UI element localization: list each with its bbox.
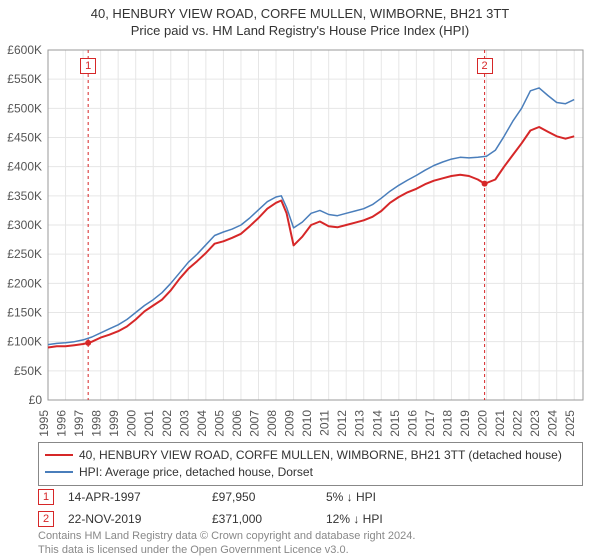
footer-line: This data is licensed under the Open Gov…	[38, 544, 583, 558]
svg-text:2010: 2010	[300, 410, 314, 437]
svg-text:£150K: £150K	[7, 306, 42, 320]
svg-text:£300K: £300K	[7, 218, 42, 232]
marker-date: 14-APR-1997	[68, 490, 198, 504]
marker-row: 2 22-NOV-2019 £371,000 12% ↓ HPI	[38, 508, 583, 530]
svg-text:2007: 2007	[247, 410, 261, 437]
svg-text:2019: 2019	[458, 410, 472, 437]
svg-text:2017: 2017	[423, 410, 437, 437]
footer: Contains HM Land Registry data © Crown c…	[38, 530, 583, 558]
legend-swatch-icon	[45, 471, 73, 473]
svg-text:£50K: £50K	[14, 364, 42, 378]
svg-text:£250K: £250K	[7, 247, 42, 261]
svg-text:2025: 2025	[563, 410, 577, 437]
svg-text:£100K: £100K	[7, 335, 42, 349]
svg-text:2018: 2018	[440, 410, 454, 437]
svg-text:2013: 2013	[353, 410, 367, 437]
svg-text:2009: 2009	[283, 410, 297, 437]
marker-hpi: 12% ↓ HPI	[326, 512, 446, 526]
svg-text:2020: 2020	[476, 410, 490, 437]
svg-text:2000: 2000	[125, 410, 139, 437]
chart-title: 40, HENBURY VIEW ROAD, CORFE MULLEN, WIM…	[0, 6, 600, 21]
svg-text:£600K: £600K	[7, 43, 42, 57]
svg-text:2023: 2023	[528, 410, 542, 437]
svg-text:2002: 2002	[160, 410, 174, 437]
svg-text:2008: 2008	[265, 410, 279, 437]
svg-text:2014: 2014	[370, 410, 384, 437]
svg-text:2004: 2004	[195, 410, 209, 437]
svg-text:2006: 2006	[230, 410, 244, 437]
svg-text:£550K: £550K	[7, 72, 42, 86]
footer-line: Contains HM Land Registry data © Crown c…	[38, 530, 583, 544]
svg-text:2016: 2016	[405, 410, 419, 437]
svg-text:£450K: £450K	[7, 131, 42, 145]
legend-row: HPI: Average price, detached house, Dors…	[45, 464, 576, 481]
chart-subtitle: Price paid vs. HM Land Registry's House …	[0, 23, 600, 38]
svg-text:1999: 1999	[107, 410, 121, 437]
svg-text:2022: 2022	[511, 410, 525, 437]
marker-box-icon: 2	[38, 511, 54, 527]
legend-label: 40, HENBURY VIEW ROAD, CORFE MULLEN, WIM…	[79, 447, 562, 464]
legend-row: 40, HENBURY VIEW ROAD, CORFE MULLEN, WIM…	[45, 447, 576, 464]
svg-text:2024: 2024	[546, 410, 560, 437]
marker-date: 22-NOV-2019	[68, 512, 198, 526]
chart-svg: £0£50K£100K£150K£200K£250K£300K£350K£400…	[48, 50, 583, 400]
svg-text:2003: 2003	[177, 410, 191, 437]
legend-label: HPI: Average price, detached house, Dors…	[79, 464, 313, 481]
svg-text:2001: 2001	[142, 410, 156, 437]
svg-text:£400K: £400K	[7, 160, 42, 174]
plot-area: £0£50K£100K£150K£200K£250K£300K£350K£400…	[48, 50, 583, 400]
svg-text:2015: 2015	[388, 410, 402, 437]
marker-hpi: 5% ↓ HPI	[326, 490, 446, 504]
svg-text:2012: 2012	[335, 410, 349, 437]
svg-text:£200K: £200K	[7, 276, 42, 290]
marker-price: £97,950	[212, 490, 312, 504]
marker-row: 1 14-APR-1997 £97,950 5% ↓ HPI	[38, 486, 583, 508]
svg-text:1998: 1998	[90, 410, 104, 437]
legend: 40, HENBURY VIEW ROAD, CORFE MULLEN, WIM…	[38, 442, 583, 486]
marker-price: £371,000	[212, 512, 312, 526]
marker-table: 1 14-APR-1997 £97,950 5% ↓ HPI 2 22-NOV-…	[38, 486, 583, 530]
svg-text:1996: 1996	[55, 410, 69, 437]
svg-text:£0: £0	[29, 393, 43, 407]
svg-text:1995: 1995	[37, 410, 51, 437]
svg-text:£500K: £500K	[7, 101, 42, 115]
svg-text:1997: 1997	[72, 410, 86, 437]
svg-text:£350K: £350K	[7, 189, 42, 203]
svg-text:2005: 2005	[212, 410, 226, 437]
legend-swatch-icon	[45, 454, 73, 456]
svg-text:2021: 2021	[493, 410, 507, 437]
svg-text:2011: 2011	[318, 410, 332, 436]
marker-box-icon: 1	[38, 489, 54, 505]
